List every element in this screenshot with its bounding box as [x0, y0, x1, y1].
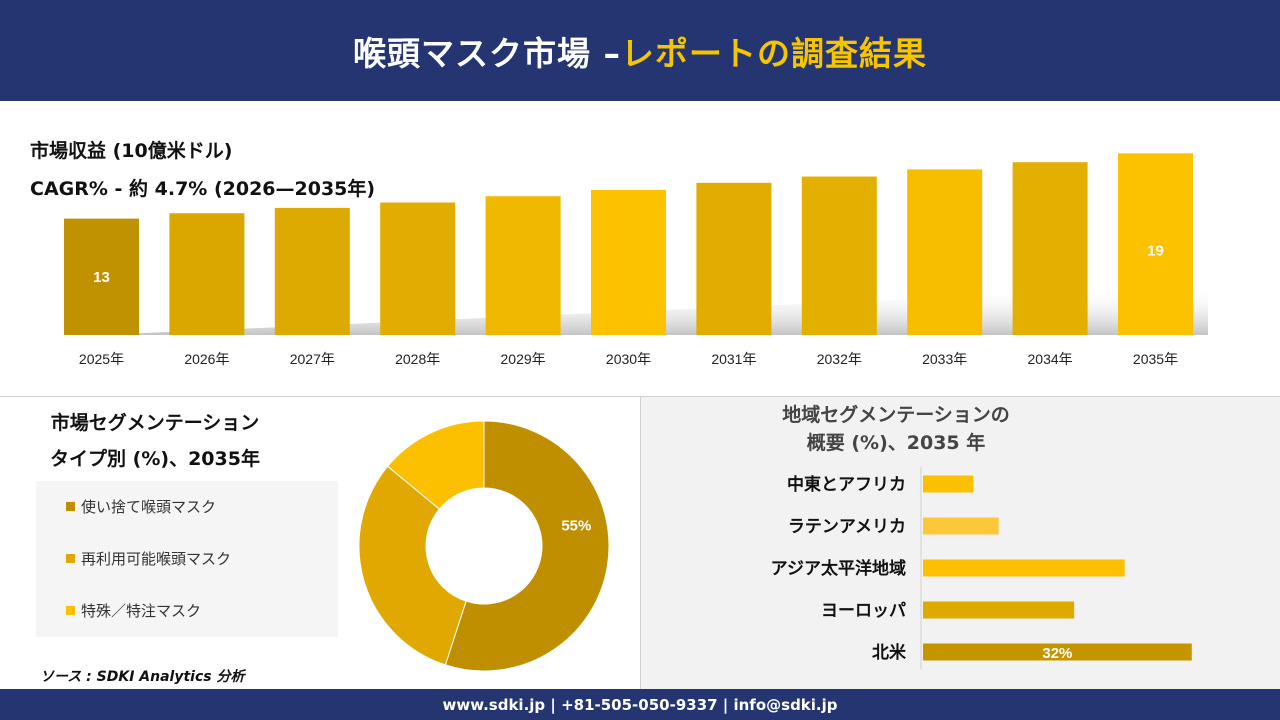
report-title-accent: レポートの調査結果: [621, 33, 927, 73]
legend-swatch: [66, 606, 75, 615]
revenue-cagr: CAGR% - 約 4.7% (2026—2035年): [30, 178, 376, 200]
legend-label: 使い捨て喉頭マスク: [81, 498, 217, 516]
revenue-tick-label: 2027年: [290, 351, 335, 367]
legend-swatch: [66, 554, 75, 563]
revenue-bar: [274, 207, 350, 335]
revenue-bar: [169, 213, 245, 335]
revenue-data-label: 13: [93, 269, 110, 286]
region-category-label: アジア太平洋地域: [771, 558, 906, 579]
type-legend: [36, 481, 338, 637]
donut-data-label: 55%: [561, 518, 591, 535]
revenue-tick-label: 2028年: [395, 351, 440, 367]
region-bar: [923, 517, 999, 535]
section-divider-vertical: [640, 397, 641, 689]
revenue-data-label: 19: [1147, 242, 1164, 259]
region-category-label: ヨーロッパ: [821, 601, 906, 621]
revenue-bar: [64, 218, 139, 335]
region-bar: [923, 475, 974, 493]
report-header: 喉頭マスク市場 – レポートの調査結果: [0, 0, 1280, 101]
region-segment-title-line1: 地域セグメンテーションの: [782, 404, 1010, 426]
revenue-bar: [380, 202, 456, 335]
revenue-bar: [485, 196, 561, 335]
revenue-tick-label: 2034年: [1028, 351, 1073, 367]
source-note: ソース : SDKI Analytics 分析: [40, 669, 245, 685]
revenue-title: 市場収益 (10億米ドル): [30, 140, 233, 162]
revenue-tick-label: 2033年: [922, 351, 967, 367]
revenue-tick-label: 2026年: [184, 351, 229, 367]
legend-item: 特殊／特注マスク: [66, 600, 201, 621]
legend-label: 再利用可能喉頭マスク: [81, 550, 232, 568]
region-panel: [641, 397, 1280, 689]
type-donut-chart: 55%: [358, 420, 610, 672]
legend-item: 再利用可能喉頭マスク: [66, 548, 231, 569]
revenue-tick-label: 2030年: [606, 351, 651, 367]
section-divider: [0, 396, 1280, 397]
report-title: 喉頭マスク市場 –: [353, 33, 621, 73]
donut-slice: [386, 420, 485, 510]
region-segment-title-line2: 概要 (%)、2035 年: [806, 432, 986, 454]
revenue-tick-label: 2031年: [711, 351, 756, 367]
revenue-tick-label: 2032年: [817, 351, 862, 367]
region-category-label: ラテンアメリカ: [788, 517, 906, 537]
region-category-label: 中東とアフリカ: [787, 474, 906, 495]
donut-slice: [444, 420, 610, 672]
revenue-tick-label: 2029年: [501, 351, 546, 367]
legend-swatch: [66, 502, 75, 511]
type-segment-title-line1: 市場セグメンテーション: [50, 412, 260, 434]
type-segment-title: 市場セグメンテーション タイプ別 (%)、2035年: [0, 405, 310, 477]
revenue-tick-label: 2035年: [1133, 351, 1178, 367]
revenue-bar: [801, 176, 877, 335]
revenue-bar: [907, 169, 983, 335]
type-segment-title-line2: タイプ別 (%)、2035年: [50, 448, 260, 470]
region-bar: [923, 559, 1125, 577]
region-segment-title: 地域セグメンテーションの 概要 (%)、2035 年: [641, 401, 1151, 457]
region-bar: [923, 643, 1192, 661]
legend-label: 特殊／特注マスク: [81, 602, 202, 620]
region-category-label: 北米: [872, 642, 907, 663]
revenue-bar: [591, 189, 666, 335]
donut-slice: [358, 465, 467, 666]
revenue-bar: [1012, 162, 1088, 335]
footer-contact: www.sdki.jp | +81-505-050-9337 | info@sd…: [0, 689, 1280, 720]
revenue-tick-label: 2025年: [79, 351, 124, 367]
legend-item: 使い捨て喉頭マスク: [66, 496, 216, 517]
revenue-bar: [696, 182, 772, 335]
region-data-label: 32%: [1042, 645, 1072, 662]
revenue-bar-chart: 2025年 13 2026年 2027年 2028年 2029年 2030年 2031年 203…: [64, 153, 1208, 367]
region-bar: [923, 601, 1075, 619]
revenue-bar: [1118, 153, 1193, 335]
